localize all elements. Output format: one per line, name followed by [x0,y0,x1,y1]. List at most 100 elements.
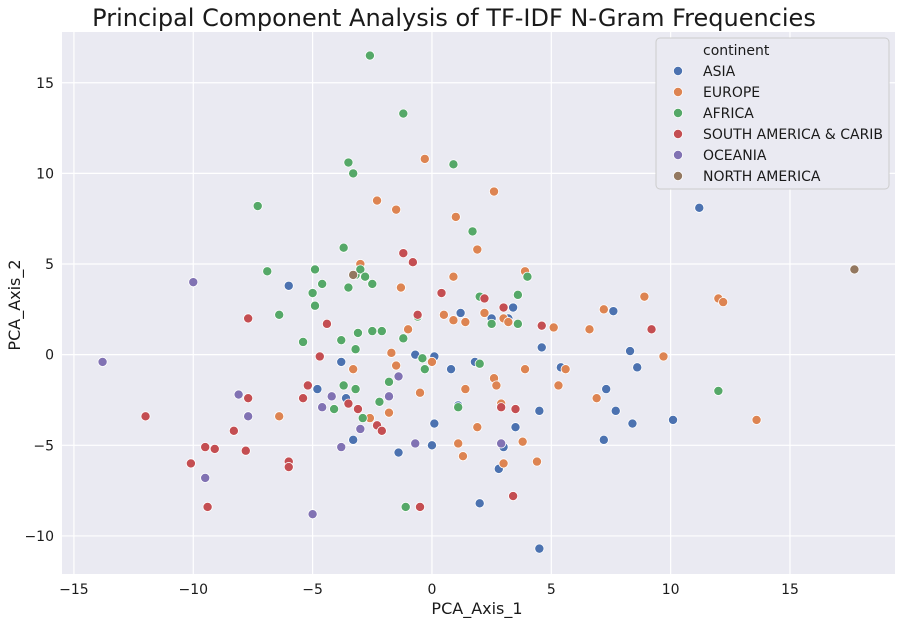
data-point [534,543,545,554]
x-tick-labels: −15 −10 −5 0 5 10 15 [59,582,799,598]
data-point [383,376,394,387]
y-tick-label: −10 [24,529,54,545]
data-point [355,423,366,434]
data-point [460,384,471,395]
data-point [336,442,347,453]
data-point [298,336,309,347]
data-point [453,402,464,413]
data-point [491,380,502,391]
data-point [352,404,363,415]
legend-marker [673,66,684,77]
data-point [336,335,347,346]
data-point [393,371,404,382]
data-point [536,342,547,353]
data-point [496,402,507,413]
data-point [751,414,762,425]
data-point [548,322,559,333]
data-point [455,307,466,318]
x-tick-label: 5 [547,582,556,598]
data-point [429,418,440,429]
data-point [553,380,564,391]
data-point [472,244,483,255]
x-tick-label: −5 [302,582,323,598]
data-point [627,418,638,429]
data-point [314,351,325,362]
data-point [233,389,244,400]
data-point [407,257,418,268]
data-point [274,309,285,320]
data-point [426,440,437,451]
data-point [228,425,239,436]
data-point [336,356,347,367]
legend-entry: OCEANIA [703,148,767,164]
legend-entry: SOUTH AMERICA & CARIB [703,127,883,143]
data-point [536,320,547,331]
legend: continent ASIA EUROPE AFRICA SOUTH AMERICA … [655,37,890,190]
data-point [508,302,519,313]
data-point [522,271,533,282]
legend-marker [673,149,684,160]
data-point [510,422,521,433]
data-point [534,405,545,416]
data-point [302,380,313,391]
data-point [472,422,483,433]
data-point [188,277,199,288]
data-point [398,333,409,344]
x-tick-label: −15 [59,582,89,598]
data-point [598,304,609,315]
data-point [252,201,263,212]
data-point [386,347,397,358]
data-point [448,159,459,170]
data-point [419,364,430,375]
data-point [639,291,650,302]
x-tick-label: 10 [662,582,680,598]
data-point [415,387,426,398]
data-point [403,324,414,335]
data-points [97,50,860,554]
data-point [348,269,359,280]
data-point [348,168,359,179]
data-point [329,404,340,415]
data-point [307,509,318,520]
data-point [446,364,457,375]
data-point [610,405,621,416]
data-point [310,300,321,311]
data-point [450,211,461,222]
data-point [412,309,423,320]
data-point [321,318,332,329]
data-point [376,425,387,436]
x-tick-label: 15 [781,582,799,598]
legend-entry: AFRICA [703,106,754,122]
data-point [391,204,402,215]
data-point [438,309,449,320]
data-point [200,442,211,453]
data-point [718,297,729,308]
data-point [460,317,471,328]
data-point [398,248,409,259]
legend-entry: NORTH AMERICA [703,169,821,185]
data-point [343,157,354,168]
legend-marker [673,108,684,119]
data-point [350,344,361,355]
legend-entry: EUROPE [703,85,760,101]
data-point [372,195,383,206]
legend-marker [673,128,684,139]
data-point [632,362,643,373]
data-point [283,462,294,473]
data-point [307,288,318,299]
data-point [668,414,679,425]
data-point [479,307,490,318]
data-point [274,411,285,422]
data-point [393,447,404,458]
data-point [498,302,509,313]
data-point [584,324,595,335]
data-point [512,289,523,300]
data-point [209,443,220,454]
data-point [512,318,523,329]
data-point [283,280,294,291]
data-point [383,407,394,418]
data-point [608,306,619,317]
data-point [364,50,375,61]
data-point [457,451,468,462]
legend-box [655,37,890,190]
